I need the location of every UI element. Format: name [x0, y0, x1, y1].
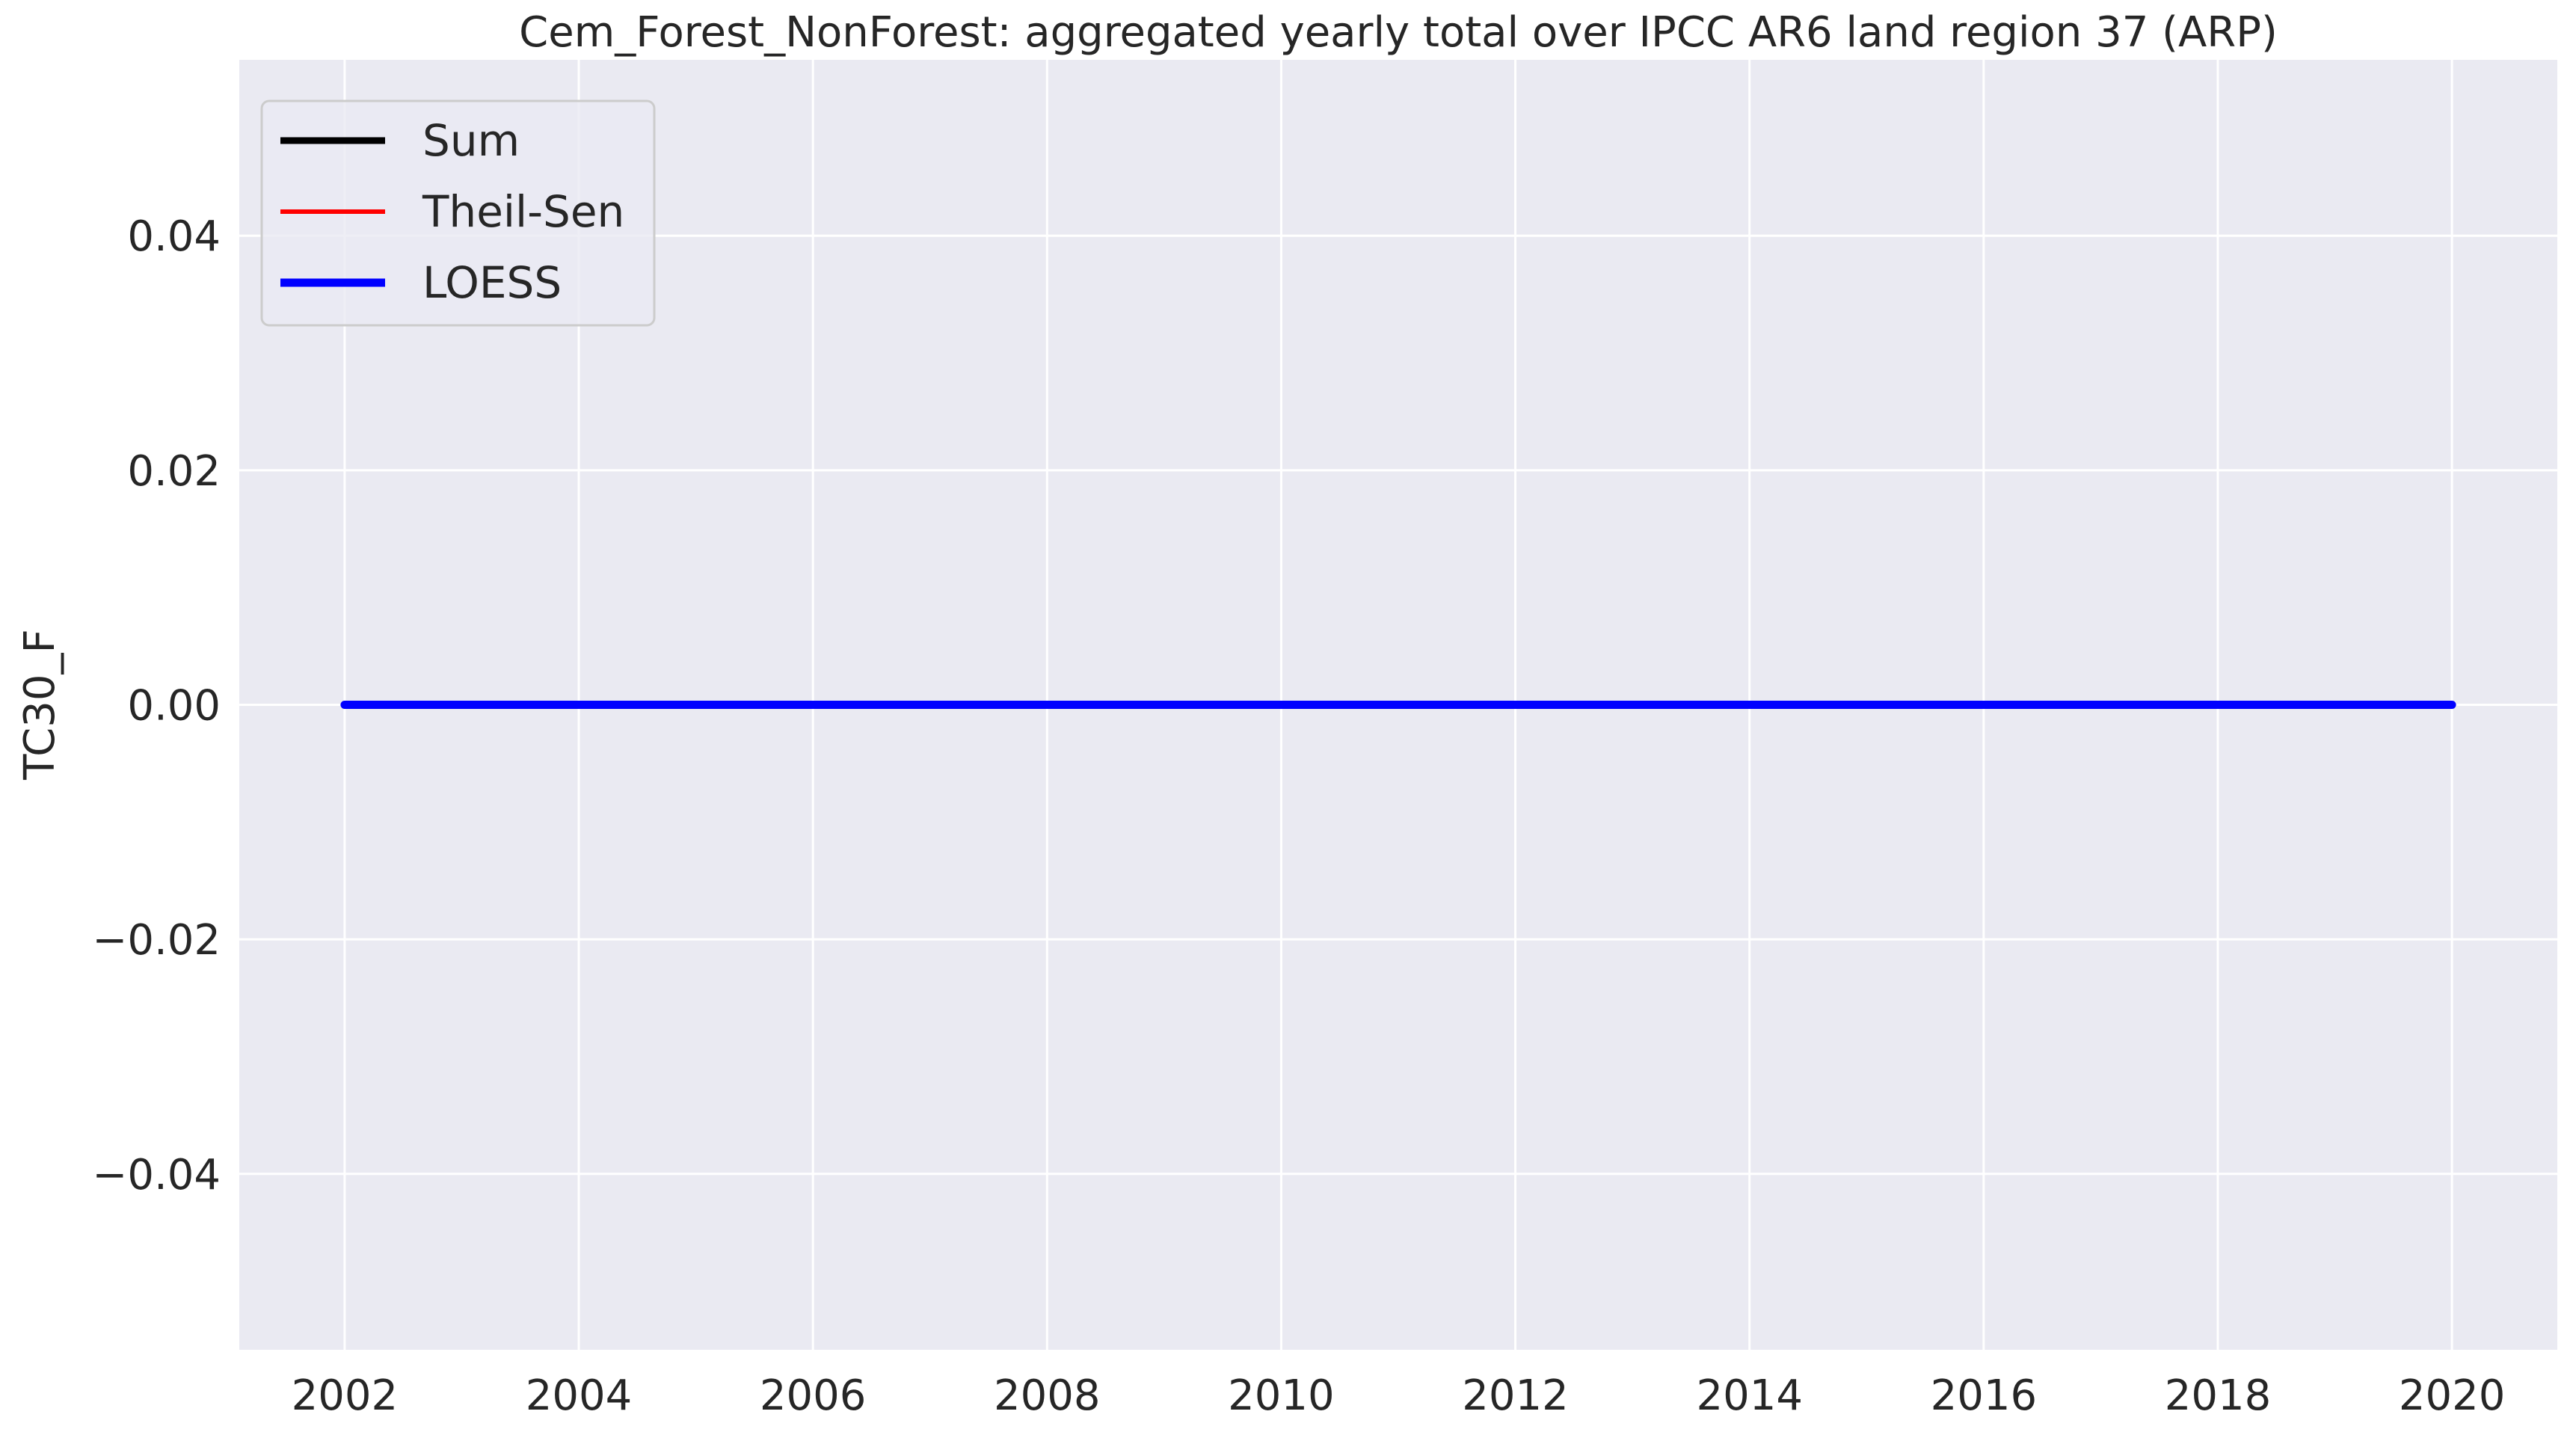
y-axis: −0.04 −0.02 0.00 0.02 0.04 [92, 212, 221, 1199]
y-axis-label: TC30_F [16, 629, 64, 781]
y-tick-label: 0.00 [127, 682, 221, 731]
legend-frame [260, 99, 656, 327]
x-tick-label: 2014 [1696, 1371, 1803, 1420]
legend: Sum Theil-Sen LOESS [260, 99, 656, 327]
x-tick-label: 2018 [2165, 1371, 2272, 1420]
x-tick-label: 2010 [1228, 1371, 1335, 1420]
legend-label: Sum [422, 115, 520, 166]
legend-label: Theil-Sen [422, 186, 624, 237]
x-tick-label: 2002 [292, 1371, 399, 1420]
x-tick-label: 2006 [760, 1371, 867, 1420]
x-tick-label: 2004 [526, 1371, 633, 1420]
chart-title: Cem_Forest_NonForest: aggregated yearly … [519, 8, 2278, 57]
y-tick-label: 0.04 [127, 212, 221, 261]
x-tick-label: 2012 [1462, 1371, 1569, 1420]
x-tick-label: 2020 [2399, 1371, 2506, 1420]
y-tick-label: −0.04 [92, 1151, 221, 1199]
legend-label: LOESS [422, 257, 562, 308]
y-tick-label: 0.02 [127, 447, 221, 496]
x-axis: 2002 2004 2006 2008 2010 2012 2014 2016 2018 2020 [292, 1371, 2506, 1420]
x-tick-label: 2008 [994, 1371, 1101, 1420]
y-tick-label: −0.02 [92, 916, 221, 965]
x-tick-label: 2016 [1931, 1371, 2038, 1420]
